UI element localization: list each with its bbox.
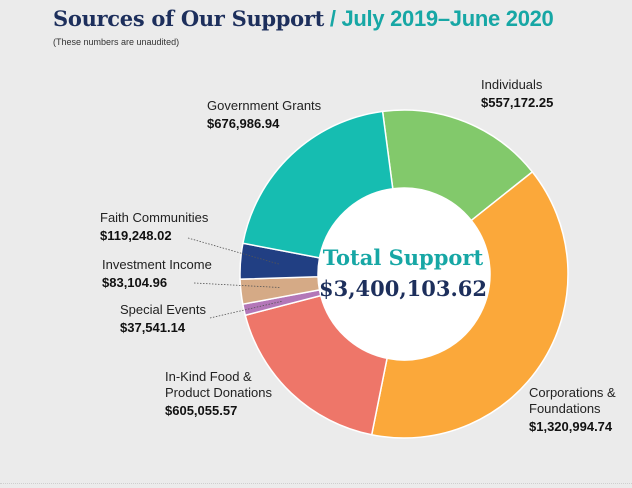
slice-corporations-and-foundations [370,170,569,439]
center-title: Total Support [323,245,484,270]
label-name-corporations-and-foundations-2: Foundations [529,401,601,416]
label-name-investment-income: Investment Income [102,257,212,272]
label-value-in-kind-food-and-product-donations: $605,055.57 [165,403,237,418]
donut-hole [318,188,490,360]
label-name-faith-communities: Faith Communities [100,210,209,225]
center-total-value: $3,400,103.62 [319,276,487,301]
label-value-government-grants: $676,986.94 [207,116,280,131]
label-value-corporations-and-foundations: $1,320,994.74 [529,419,613,434]
label-value-individuals: $557,172.25 [481,95,553,110]
unaudited-note: (These numbers are unaudited) [53,37,180,47]
bottom-divider [0,483,632,484]
label-name-in-kind-food-and-product-donations-2: Product Donations [165,385,272,400]
chart-title: Sources of Our Support / July 2019–June … [53,6,554,32]
leader-line-faith-communities [187,237,280,265]
title-main: Sources of Our Support [53,6,325,31]
label-name-individuals: Individuals [481,77,543,92]
label-name-government-grants: Government Grants [207,98,322,113]
label-name-in-kind-food-and-product-donations-1: In-Kind Food & [165,369,252,384]
title-period: July 2019–June 2020 [341,6,554,31]
leader-lines [187,237,283,319]
label-name-corporations-and-foundations-1: Corporations & [529,385,616,400]
leader-line-investment-income [193,282,280,288]
label-value-investment-income: $83,104.96 [102,275,167,290]
label-value-faith-communities: $119,248.02 [100,228,172,243]
title-separator: / [324,6,342,31]
label-name-special-events: Special Events [120,302,206,317]
label-value-special-events: $37,541.14 [120,320,186,335]
donut-slices [239,109,569,439]
slice-labels: Individuals $557,172.25 Corporations &Foun… [100,77,616,434]
leader-line-special-events [209,300,283,319]
